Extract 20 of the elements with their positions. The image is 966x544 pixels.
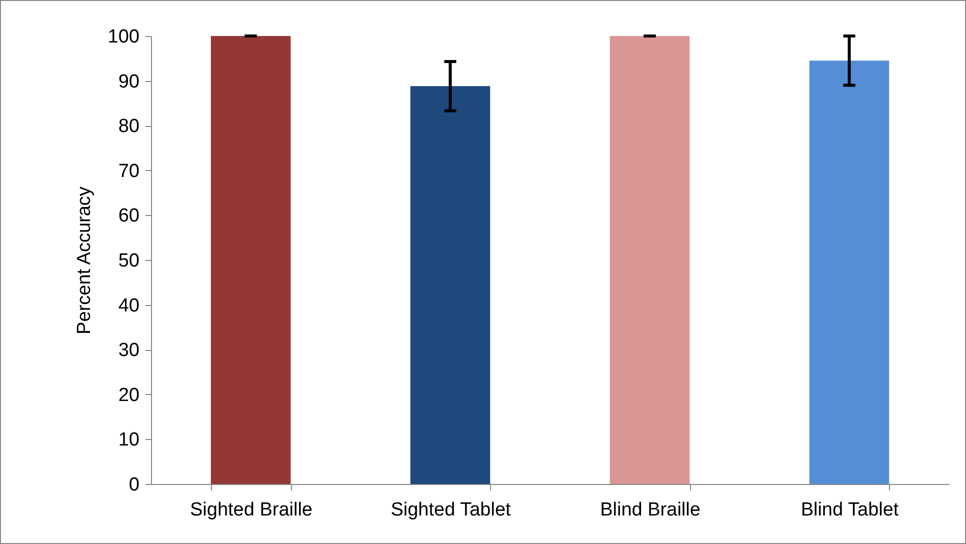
x-tick-label: Sighted Braille — [190, 500, 313, 520]
bar — [410, 86, 490, 484]
y-tick-label: 40 — [118, 295, 140, 316]
y-tick-label: 70 — [118, 160, 140, 182]
y-tick-label: 0 — [128, 474, 140, 496]
y-tick-label: 50 — [118, 250, 140, 272]
bar — [610, 36, 690, 484]
y-axis-title: Percent Accuracy — [74, 186, 95, 334]
y-tick-label: 80 — [118, 116, 140, 138]
y-tick-label: 100 — [108, 26, 140, 48]
bar — [809, 60, 890, 484]
x-tick-label: Blind Braille — [600, 500, 700, 520]
y-tick-label: 30 — [118, 340, 140, 362]
y-tick-label: 20 — [118, 384, 140, 406]
x-tick-label: Sighted Tablet — [390, 500, 512, 520]
y-tick-label: 90 — [118, 71, 140, 92]
x-tick-label: Blind Tablet — [800, 500, 900, 520]
y-tick-label: 60 — [118, 206, 140, 227]
y-tick-label: 10 — [118, 430, 140, 451]
bar — [210, 36, 291, 484]
